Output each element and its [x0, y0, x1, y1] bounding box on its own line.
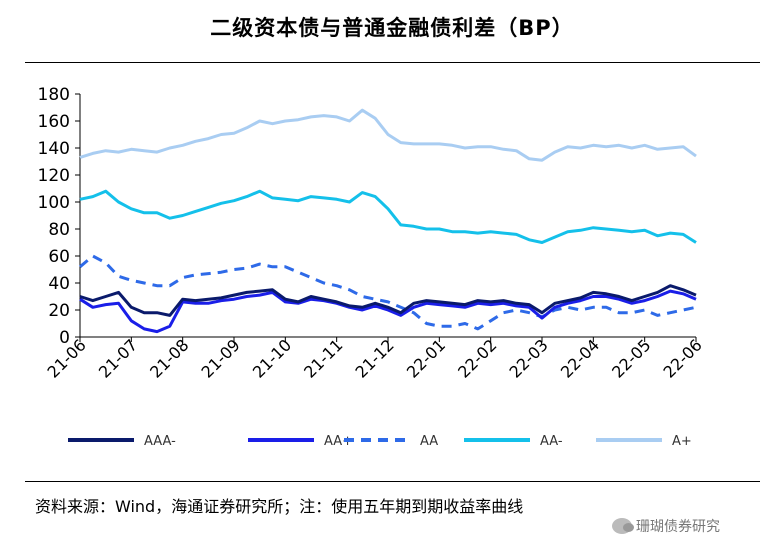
- x-tick-label: 21-07: [95, 335, 141, 381]
- legend-label-AA+: AA+: [324, 434, 353, 449]
- series-line-AAA-: [79, 284, 697, 317]
- legend-label-A+: A+: [672, 434, 692, 449]
- y-tick-label: 160: [38, 112, 70, 132]
- y-tick-label: 20: [48, 301, 70, 321]
- x-tick-label: 22-01: [403, 335, 449, 381]
- legend: AAA- AA+ AA AA- A+: [68, 434, 692, 449]
- legend-label-AAA-: AAA-: [144, 434, 176, 449]
- spread-line-chart: 0 20 40 60 80 100 120 140 160 180 21-06 21-07 21-08…: [38, 85, 706, 449]
- legend-label-AA: AA: [420, 434, 438, 449]
- y-tick-label: 180: [38, 85, 70, 105]
- y-tick-label: 140: [38, 139, 70, 159]
- y-tick-label: 80: [48, 220, 70, 240]
- y-tick-label: 100: [38, 193, 70, 213]
- page-title: 二级资本债与普通金融债利差（BP）: [210, 16, 574, 40]
- x-axis: 21-06 21-07 21-08 21-09 21-10 21-11 21-12 22-01…: [44, 335, 706, 381]
- x-tick-label: 22-03: [506, 335, 552, 381]
- x-tick-label: 21-10: [249, 335, 295, 381]
- y-tick-label: 120: [38, 166, 70, 186]
- watermark: 珊瑚债券研究: [612, 516, 720, 536]
- series-lines: [79, 108, 697, 334]
- x-tick-label: 21-11: [300, 335, 346, 381]
- source-note: 资料来源：Wind，海通证券研究所；注：使用五年期到期收益率曲线: [35, 497, 524, 516]
- x-tick-label: 22-02: [454, 335, 500, 381]
- legend-label-AA-: AA-: [540, 434, 563, 449]
- series-line-AA: [79, 254, 697, 331]
- y-tick-label: 0: [59, 328, 70, 348]
- title-divider: [25, 62, 760, 63]
- series-line-A+: [79, 108, 697, 162]
- wechat-icon: [612, 518, 634, 534]
- y-tick-label: 40: [48, 274, 70, 294]
- series-line-AA+: [79, 289, 697, 334]
- source-divider: [25, 481, 760, 482]
- x-tick-label: 21-09: [198, 335, 244, 381]
- x-tick-label: 21-12: [352, 335, 398, 381]
- watermark-label: 珊瑚债券研究: [636, 519, 720, 535]
- series-line-AA-: [79, 189, 697, 244]
- x-tick-label: 22-05: [608, 335, 654, 381]
- y-tick-label: 60: [48, 247, 70, 267]
- x-tick-label: 21-08: [146, 335, 192, 381]
- x-tick-label: 22-04: [557, 335, 603, 381]
- y-axis: 0 20 40 60 80 100 120 140 160 180: [38, 85, 81, 348]
- x-tick-label: 22-06: [660, 335, 706, 381]
